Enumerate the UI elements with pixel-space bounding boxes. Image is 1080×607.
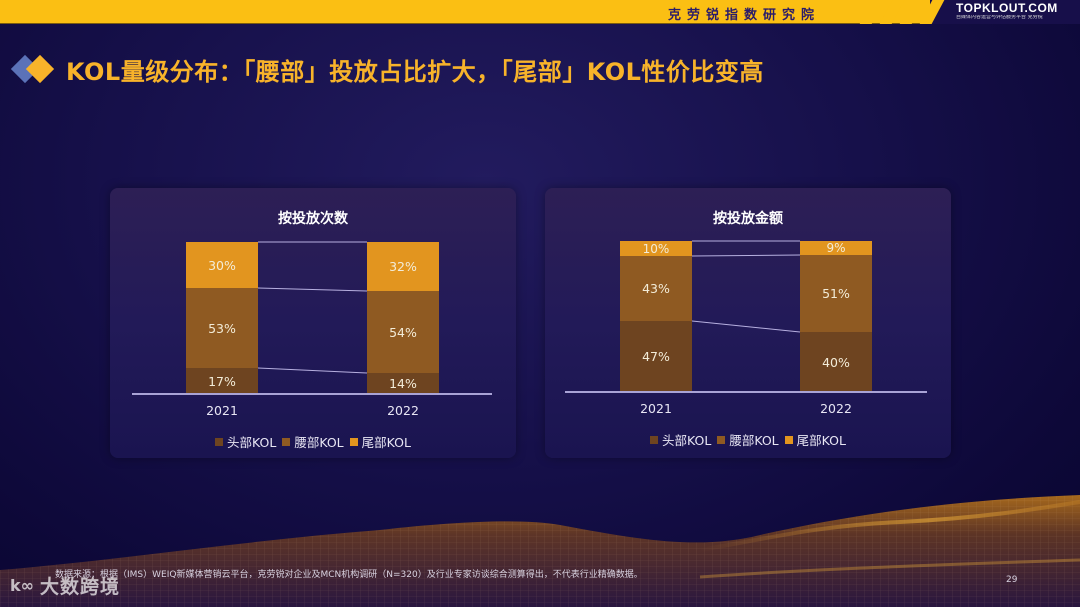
title-row: KOL量级分布：「腰部」投放占比扩大，「尾部」KOL性价比变高 — [10, 52, 764, 86]
topklout-logo: TOPKLOUT.COM — [956, 1, 1058, 15]
x-axis — [565, 391, 927, 393]
bar-2022: 9% 51% 40% — [800, 241, 872, 392]
segment-waist: 51% — [800, 255, 872, 332]
segment-tail: 32% — [367, 242, 439, 291]
segment-tail: 30% — [186, 242, 258, 288]
segment-head: 17% — [186, 368, 258, 394]
x-label: 2022 — [820, 401, 852, 416]
bar-2021: 30% 53% 17% — [186, 242, 258, 394]
segment-head: 40% — [800, 332, 872, 392]
chart-title: 按投放次数 — [278, 211, 348, 227]
chart-panel-count: 按投放次数 30% 53% 17% 32% 54% 14% 2021 2022 … — [110, 188, 516, 458]
segment-tail: 9% — [800, 241, 872, 255]
logo-area — [930, 0, 1080, 24]
legend-item-tail: 尾部KOL — [784, 430, 846, 449]
watermark-logo-icon: k∞ — [10, 576, 34, 595]
chart-plot: 30% 53% 17% 32% 54% 14% 2021 2022 — [110, 188, 516, 458]
chart-title: 按投放金额 — [713, 211, 783, 227]
chart-plot: 10% 43% 47% 9% 51% 40% 2021 2022 — [545, 188, 951, 458]
x-axis — [132, 393, 492, 395]
segment-tail: 10% — [620, 241, 692, 256]
segment-head: 47% — [620, 321, 692, 392]
legend-item-head: 头部KOL — [650, 430, 711, 449]
watermark-text: 大数跨境 — [39, 576, 120, 598]
legend-item-tail: 尾部KOL — [349, 432, 411, 451]
legend-item-head: 头部KOL — [215, 432, 276, 451]
institute-name: 克劳锐指数研究院 — [668, 8, 821, 23]
x-label: 2022 — [387, 403, 419, 418]
legend-item-waist: 腰部KOL — [282, 432, 344, 451]
x-label: 2021 — [640, 401, 672, 416]
data-source-note: 数据来源：根据（IMS）WEIQ新媒体营销云平台，克劳锐对企业及MCN机构调研（… — [55, 570, 643, 580]
chart-legend: 头部KOL 腰部KOL 尾部KOL — [110, 432, 516, 451]
wave-background — [0, 495, 1080, 607]
series-lines — [257, 241, 368, 374]
legend-item-waist: 腰部KOL — [717, 430, 779, 449]
chart-legend: 头部KOL 腰部KOL 尾部KOL — [545, 430, 951, 449]
diamond-icon — [10, 52, 60, 86]
logo-subtitle: 自媒体内容运营与评估服务平台 克劳锐 — [956, 15, 1043, 20]
page-number: 29 — [1006, 575, 1018, 585]
header-bar: 克劳锐指数研究院 TOPKLOUT.COM 自媒体内容运营与评估服务平台 克劳锐 — [0, 0, 1080, 24]
chart-panel-amount: 按投放金额 10% 43% 47% 9% 51% 40% 2021 2022 头… — [545, 188, 951, 458]
segment-waist: 53% — [186, 288, 258, 368]
segment-waist: 54% — [367, 291, 439, 373]
segment-head: 14% — [367, 373, 439, 394]
segment-waist: 43% — [620, 256, 692, 321]
bar-2021: 10% 43% 47% — [620, 241, 692, 392]
page-title: KOL量级分布：「腰部」投放占比扩大，「尾部」KOL性价比变高 — [66, 57, 764, 86]
bar-2022: 32% 54% 14% — [367, 242, 439, 394]
series-lines — [691, 240, 801, 333]
x-label: 2021 — [206, 403, 238, 418]
watermark: k∞ 大数跨境 — [10, 572, 120, 599]
